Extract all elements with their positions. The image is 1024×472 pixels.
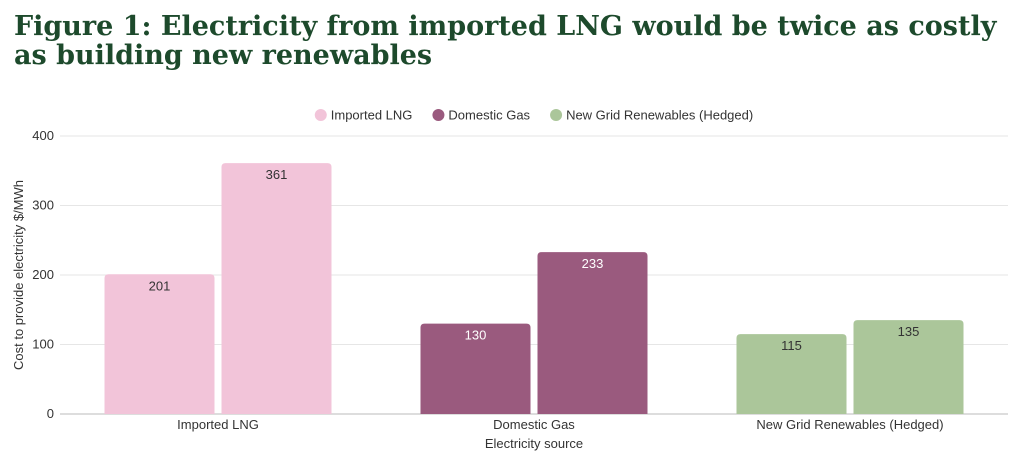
y-tick-label: 300 — [32, 198, 54, 213]
bar-value-label: 130 — [465, 328, 487, 343]
x-category-label: Domestic Gas — [493, 417, 575, 432]
x-category-label: Imported LNG — [177, 417, 259, 432]
x-category-label: New Grid Renewables (Hedged) — [756, 417, 943, 432]
x-axis-title: Electricity source — [485, 436, 583, 451]
bar-value-label: 201 — [149, 278, 171, 293]
legend-item: New Grid Renewables (Hedged) — [550, 108, 753, 123]
gridlines — [60, 135, 1008, 415]
legend-swatch — [550, 109, 563, 121]
bar-domestic-gas-1 — [420, 323, 531, 414]
bar-domestic-gas-2 — [537, 252, 648, 414]
legend-label: Imported LNG — [331, 108, 413, 123]
bars: 201 361 130 233 115 135 — [104, 163, 964, 414]
legend-label: Domestic Gas — [448, 108, 530, 123]
legend: Imported LNG Domestic Gas New Grid Renewab… — [314, 108, 753, 123]
bar-imported-lng-1 — [104, 274, 215, 414]
y-axis-title: Cost to provide electricity $/MWh — [11, 180, 26, 370]
bar-new-grid-renewables-hedged-2 — [853, 320, 964, 414]
bar-value-label: 115 — [781, 338, 802, 353]
legend-swatch — [314, 109, 327, 121]
y-axis-ticks: 0 100 200 300 400 — [32, 128, 54, 421]
bar-value-label: 135 — [898, 324, 920, 339]
x-axis-category-labels: Imported LNG Domestic Gas New Grid Renewab… — [177, 417, 943, 432]
bar-imported-lng-2 — [221, 163, 332, 414]
y-tick-label: 400 — [32, 128, 54, 143]
bar-value-label: 233 — [582, 256, 604, 271]
legend-label: New Grid Renewables (Hedged) — [566, 108, 753, 123]
chart-title: Figure 1: Electricity from imported LNG … — [14, 11, 997, 71]
y-tick-label: 0 — [47, 406, 54, 421]
y-tick-label: 200 — [32, 267, 54, 282]
y-tick-label: 100 — [32, 337, 54, 352]
legend-item: Domestic Gas — [432, 108, 531, 123]
legend-item: Imported LNG — [314, 108, 413, 123]
bar-new-grid-renewables-hedged-1 — [736, 334, 847, 414]
legend-swatch — [432, 109, 445, 121]
bar-value-label: 361 — [266, 167, 288, 182]
